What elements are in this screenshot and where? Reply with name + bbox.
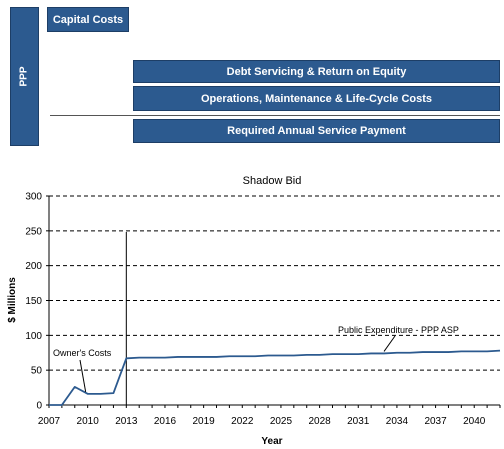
x-tick-label: 2010 [77, 416, 100, 427]
x-tick-label: 2040 [463, 416, 486, 427]
y-tick-label: 50 [31, 366, 43, 377]
annotation-leader-line [79, 359, 87, 392]
ppp-bar: PPP [10, 7, 39, 146]
x-tick-label: 2031 [347, 416, 370, 427]
x-tick-label: 2025 [270, 416, 293, 427]
x-tick-label: 2016 [154, 416, 177, 427]
x-tick-labels: 2007 2010 2013 2016 2019 2022 2025 2028 2031 2034… [38, 416, 486, 427]
x-tick-label: 2019 [193, 416, 216, 427]
x-tick-label: 2013 [115, 416, 138, 427]
y-axis-label: $ Millions [7, 277, 18, 323]
y-tick-label: 300 [25, 192, 42, 203]
series-group [49, 349, 501, 406]
chart-title: Shadow Bid [243, 175, 302, 187]
y-tick-labels: 0 50 100 150 200 250 300 [25, 192, 42, 412]
divider-line [50, 115, 500, 116]
y-tick-label: 100 [25, 331, 42, 342]
annotation-owners-costs: Owner's Costs [53, 348, 112, 358]
x-tick-label: 2034 [386, 416, 409, 427]
axes [46, 195, 501, 408]
y-tick-label: 150 [25, 296, 42, 307]
y-tick-label: 0 [36, 401, 42, 412]
capital-costs-label: Capital Costs [52, 13, 124, 26]
debt-servicing-label: Debt Servicing & Return on Equity [226, 65, 407, 78]
x-tick-label: 2007 [38, 416, 61, 427]
annotations: Owner's Costs Public Expenditure - PPP AS… [53, 325, 459, 392]
series-line [49, 349, 501, 406]
operations-label: Operations, Maintenance & Life-Cycle Cos… [200, 92, 433, 105]
capital-costs-block: Capital Costs [47, 7, 129, 32]
rasp-label: Required Annual Service Payment [227, 125, 406, 137]
annotation-leader-line [383, 335, 396, 352]
x-axis-label: Year [261, 436, 282, 447]
grid-lines [49, 195, 500, 371]
rasp-block: Required Annual Service Payment [133, 119, 500, 143]
y-tick-label: 200 [25, 261, 42, 272]
annotation-public-expenditure: Public Expenditure - PPP ASP [338, 325, 459, 335]
debt-servicing-block: Debt Servicing & Return on Equity [133, 60, 500, 83]
operations-block: Operations, Maintenance & Life-Cycle Cos… [133, 86, 500, 111]
x-tick-label: 2037 [424, 416, 447, 427]
y-tick-label: 250 [25, 226, 42, 237]
x-tick-label: 2028 [308, 416, 331, 427]
x-tick-label: 2022 [231, 416, 254, 427]
